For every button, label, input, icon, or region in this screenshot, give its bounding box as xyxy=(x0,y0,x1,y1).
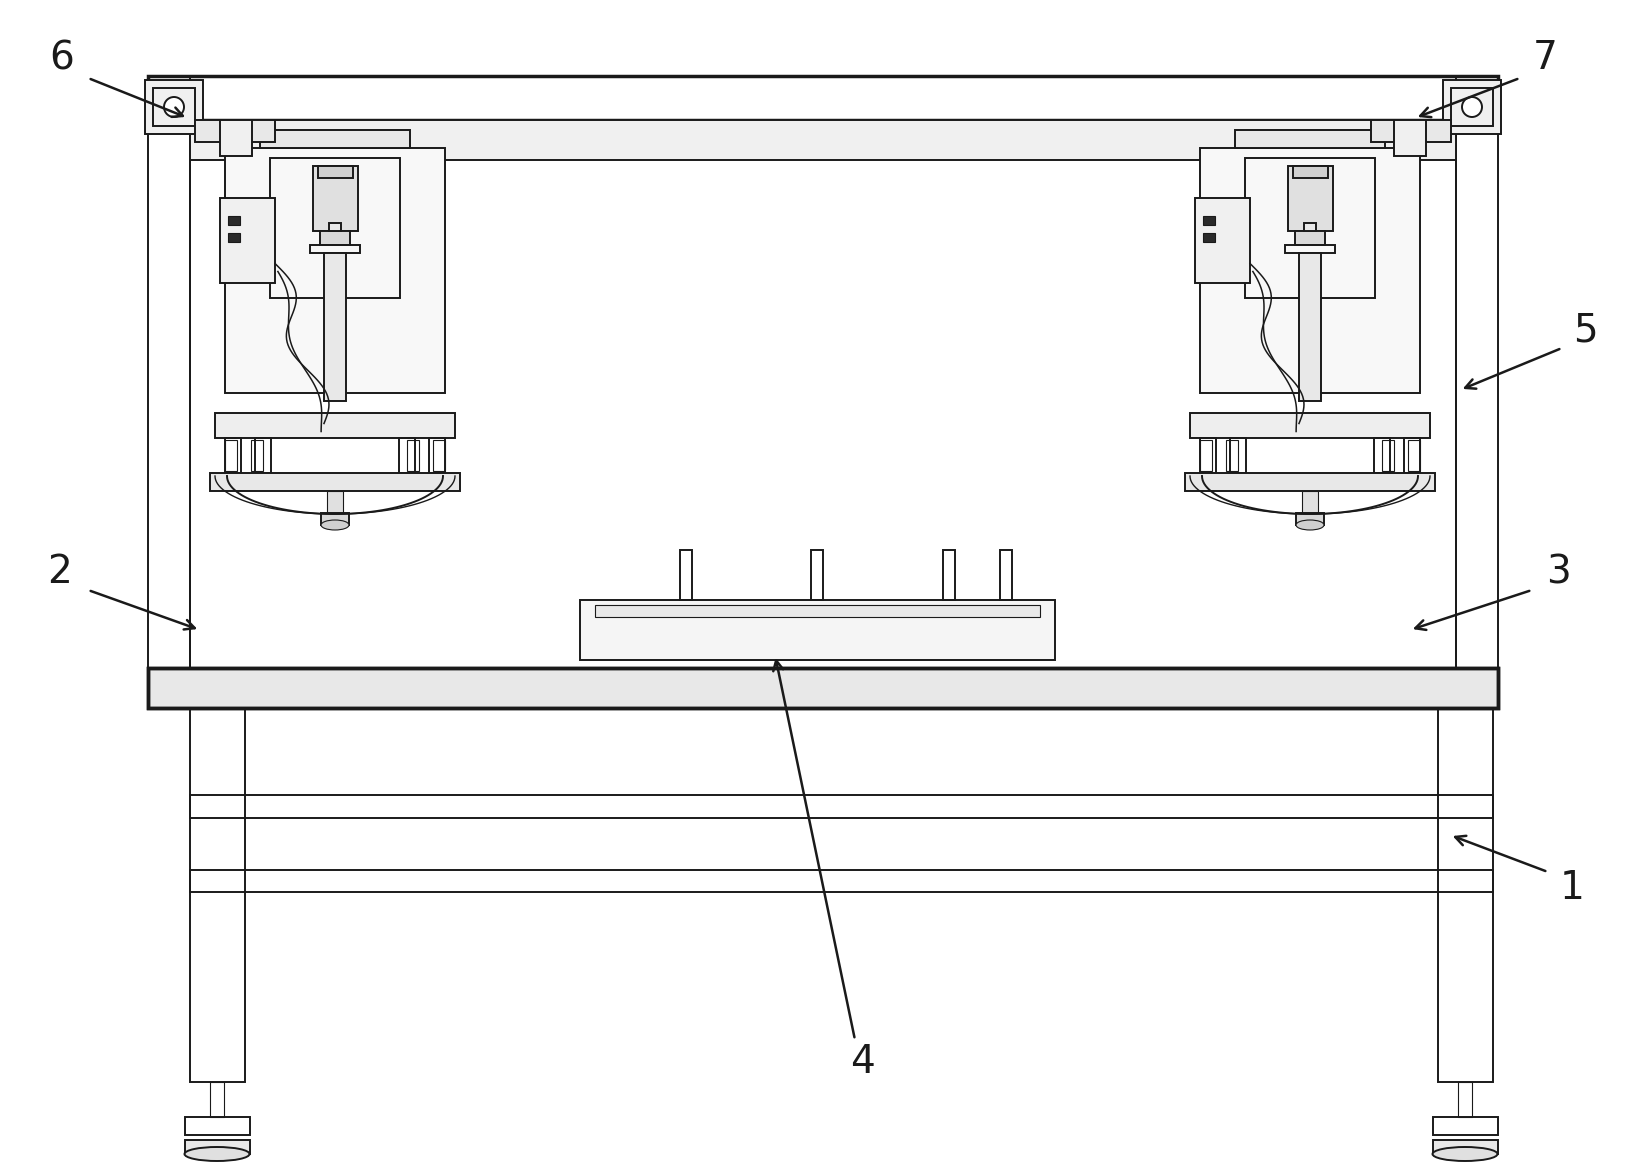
Bar xyxy=(1185,473,1435,491)
Bar xyxy=(1295,513,1323,525)
Bar xyxy=(148,668,1498,708)
Bar xyxy=(1200,438,1216,473)
Bar xyxy=(1383,440,1394,471)
Bar xyxy=(189,120,1457,161)
Bar xyxy=(1458,1082,1472,1117)
Ellipse shape xyxy=(1432,1147,1498,1161)
Bar xyxy=(1286,245,1335,253)
Bar xyxy=(153,88,194,127)
Bar xyxy=(398,438,415,473)
Bar xyxy=(1444,80,1501,134)
Bar xyxy=(1371,120,1452,142)
Bar xyxy=(1294,166,1328,178)
Bar xyxy=(321,513,349,525)
Bar xyxy=(148,668,1498,708)
Bar xyxy=(189,795,1493,818)
Bar xyxy=(1295,231,1325,245)
Bar xyxy=(433,440,444,471)
Bar xyxy=(1226,440,1238,471)
Bar xyxy=(1434,1140,1498,1154)
Bar xyxy=(221,120,252,156)
Bar xyxy=(309,245,360,253)
Bar xyxy=(430,438,444,473)
Bar xyxy=(579,600,1055,660)
Text: 4: 4 xyxy=(849,1043,874,1081)
Bar xyxy=(1234,130,1384,148)
Bar xyxy=(1200,440,1211,471)
Circle shape xyxy=(1462,97,1481,117)
Bar xyxy=(211,473,459,491)
Ellipse shape xyxy=(184,1147,250,1161)
Bar xyxy=(1452,88,1493,127)
Bar xyxy=(1289,166,1333,231)
Bar xyxy=(229,233,240,241)
Text: 7: 7 xyxy=(1532,39,1557,77)
Bar xyxy=(184,1140,250,1154)
Bar xyxy=(189,120,1457,688)
Circle shape xyxy=(165,97,184,117)
Bar xyxy=(1407,440,1420,471)
Bar xyxy=(324,253,346,401)
Bar xyxy=(260,130,410,148)
Bar xyxy=(319,231,351,245)
Bar xyxy=(1230,438,1246,473)
Bar xyxy=(1299,253,1322,401)
Bar xyxy=(1439,708,1493,1082)
Bar xyxy=(313,166,357,231)
Bar xyxy=(811,550,823,600)
Bar xyxy=(148,76,189,688)
Text: 5: 5 xyxy=(1572,311,1597,349)
Bar xyxy=(250,440,263,471)
Bar xyxy=(1203,233,1215,241)
Bar xyxy=(189,708,245,1082)
Ellipse shape xyxy=(1295,520,1323,530)
Bar xyxy=(255,438,272,473)
Text: 1: 1 xyxy=(1559,868,1585,907)
Bar xyxy=(943,550,955,600)
Bar xyxy=(1404,438,1420,473)
Bar xyxy=(1457,76,1498,688)
Bar xyxy=(329,223,341,231)
Ellipse shape xyxy=(321,520,349,530)
Text: 2: 2 xyxy=(48,553,72,591)
Text: 3: 3 xyxy=(1546,553,1570,591)
Bar xyxy=(211,1082,224,1117)
Bar xyxy=(1434,1117,1498,1134)
Bar xyxy=(1244,158,1374,298)
Bar xyxy=(216,413,454,438)
Bar xyxy=(680,550,691,600)
Bar xyxy=(407,440,420,471)
Bar xyxy=(194,120,275,142)
Bar xyxy=(1001,550,1012,600)
Bar xyxy=(594,605,1040,616)
Bar xyxy=(221,198,275,282)
Bar xyxy=(226,148,444,393)
Bar xyxy=(145,80,202,134)
Bar xyxy=(1200,148,1420,393)
Text: 6: 6 xyxy=(49,39,74,77)
Bar xyxy=(229,216,240,225)
Bar xyxy=(318,166,352,178)
Bar xyxy=(1304,223,1317,231)
Bar xyxy=(148,76,1498,120)
Bar xyxy=(184,1117,250,1134)
Bar xyxy=(328,491,342,513)
Bar xyxy=(1203,216,1215,225)
Bar xyxy=(1190,413,1430,438)
Bar xyxy=(226,438,240,473)
Bar xyxy=(1195,198,1249,282)
Bar xyxy=(1374,438,1389,473)
Bar xyxy=(226,440,237,471)
Bar xyxy=(1302,491,1318,513)
Bar xyxy=(189,870,1493,892)
Bar xyxy=(1394,120,1425,156)
Bar xyxy=(270,158,400,298)
